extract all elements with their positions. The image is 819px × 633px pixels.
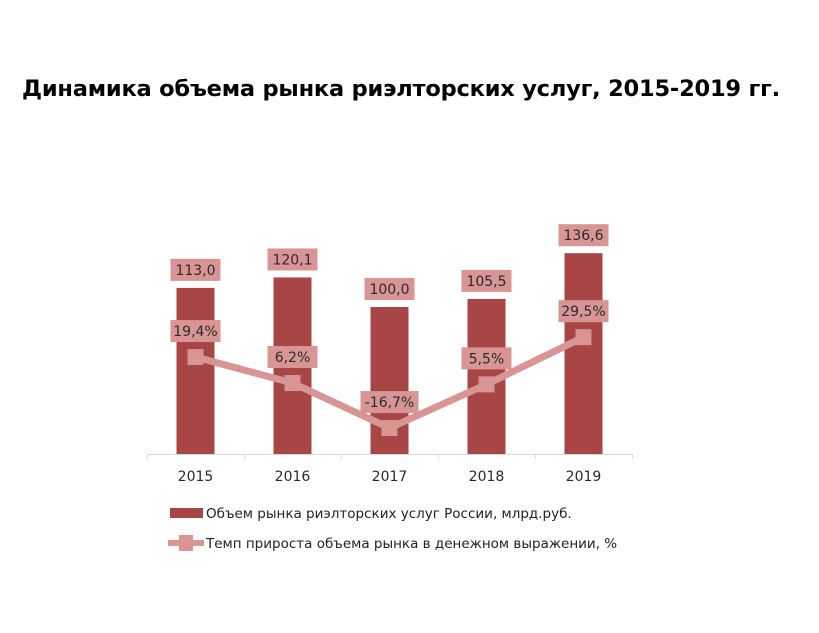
- growth-value-label: 6,2%: [267, 346, 318, 369]
- svg-text:120,1: 120,1: [272, 252, 312, 268]
- x-axis-label: 2017: [372, 469, 408, 485]
- growth-value-label: 19,4%: [170, 320, 221, 343]
- bar-value-label: 120,1: [267, 248, 318, 271]
- legend-line-label: Темп прироста объема рынка в денежном вы…: [205, 536, 617, 552]
- svg-text:105,5: 105,5: [466, 274, 506, 290]
- svg-text:136,6: 136,6: [563, 228, 603, 244]
- x-axis-label: 2019: [566, 469, 602, 485]
- growth-marker-2016: [284, 375, 301, 392]
- bar-value-label: 100,0: [364, 278, 415, 300]
- growth-marker-2015: [187, 349, 204, 366]
- growth-value-label: 29,5%: [558, 300, 609, 323]
- svg-text:19,4%: 19,4%: [173, 324, 217, 340]
- legend-line-marker: [179, 535, 193, 551]
- growth-marker-2019: [575, 329, 592, 346]
- growth-marker-2017: [381, 420, 398, 437]
- growth-value-label: -16,7%: [360, 391, 419, 414]
- growth-value-label: 5,5%: [461, 347, 512, 370]
- bar-value-label: 113,0: [170, 258, 221, 281]
- x-axis-label: 2016: [275, 469, 311, 485]
- legend-bar-swatch: [170, 508, 203, 518]
- legend-bar-label: Объем рынка риэлторских услуг России, мл…: [206, 506, 572, 522]
- legend: Объем рынка риэлторских услуг России, мл…: [168, 506, 617, 552]
- svg-text:-16,7%: -16,7%: [365, 395, 415, 411]
- x-axis-label: 2015: [178, 469, 214, 485]
- bar-2019: [564, 253, 603, 454]
- x-axis-label: 2018: [469, 469, 505, 485]
- svg-text:100,0: 100,0: [369, 282, 409, 298]
- svg-text:5,5%: 5,5%: [469, 351, 505, 367]
- bar-value-label: 105,5: [461, 269, 512, 292]
- bar-value-label: 136,6: [558, 224, 609, 247]
- growth-marker-2018: [478, 376, 495, 393]
- bar-2015: [176, 287, 215, 454]
- chart-title: Динамика объема рынка риэлторских услуг,…: [22, 76, 780, 102]
- svg-text:113,0: 113,0: [175, 263, 215, 279]
- svg-text:29,5%: 29,5%: [561, 304, 605, 320]
- svg-text:6,2%: 6,2%: [275, 350, 311, 366]
